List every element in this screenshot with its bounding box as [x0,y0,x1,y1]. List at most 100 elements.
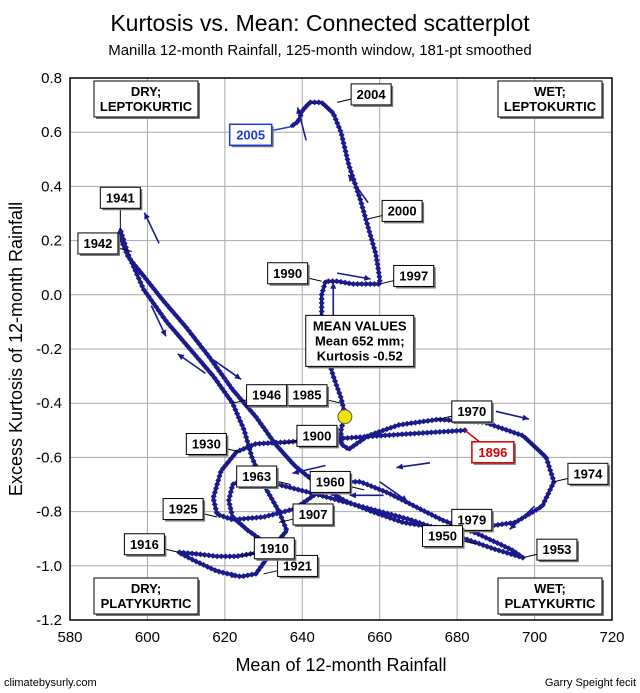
data-point [350,280,357,287]
year-label-box [123,533,165,556]
data-point [345,160,352,167]
year-label: 1941 [99,186,143,211]
year-label-box [292,503,334,526]
quadrant-label-text: WET; [534,84,566,99]
data-point [342,279,349,286]
data-point [433,416,440,423]
year-label-text: 1985 [293,388,322,403]
data-point [222,553,229,560]
year-label-text: 1941 [106,190,135,205]
highlight-year-label-box [471,441,515,464]
year-label-box [246,384,288,407]
year-label-text: 1907 [299,507,328,522]
year-label-box [185,432,227,455]
data-point [333,278,340,285]
year-label: 1979 [451,508,494,533]
year-label: 1960 [309,470,353,495]
data-point [367,507,374,514]
year-label-text: 1974 [573,466,603,481]
data-point [252,413,259,420]
year-label: 1963 [236,465,279,489]
highlight-year-label-text: 1896 [478,445,507,460]
data-point [343,152,350,159]
data-point [299,487,306,494]
data-point [225,497,232,504]
data-point [411,430,418,437]
data-point [201,551,208,558]
data-point [407,520,414,527]
data-point [212,505,219,512]
arrow-head [234,373,242,380]
data-point [382,432,389,439]
data-point [342,148,349,155]
x-tick-label: 680 [445,629,470,646]
mean-values-box-text: Kurtosis -0.52 [317,348,403,363]
data-point [417,506,424,513]
quadrant-label-box [497,80,603,118]
data-point [291,485,298,492]
mean-marker [337,409,353,425]
x-tick-label: 620 [212,629,237,646]
year-label-text: 2004 [357,87,387,102]
data-point [277,439,284,446]
year-label-box [236,465,278,488]
arrow-head [509,522,517,530]
data-point [337,127,344,134]
data-point [250,410,257,417]
quadrant-label-text: LEPTOKURTIC [504,99,597,114]
data-point [403,519,410,526]
chart-subtitle: Manilla 12-month Rainfall, 125-month win… [108,42,532,59]
direction-arrows [143,107,536,578]
data-point [445,428,452,435]
quadrant-label-box [497,577,603,615]
year-label-box [422,525,463,548]
data-point [436,428,443,435]
year-label-box [267,262,309,285]
data-point [428,429,435,436]
year-label-box [350,83,392,106]
highlight-year-label-text: 2005 [236,127,265,142]
data-point [499,521,506,528]
data-point [390,431,397,438]
year-label-box [296,424,338,447]
arrow-head [177,353,185,361]
data-point [311,99,318,106]
x-tick-label: 600 [135,629,160,646]
quadrant-label-text: PLATYKURTIC [505,596,596,611]
quadrant-label-text: DRY; [131,84,161,99]
data-point [408,420,415,427]
year-label-text: 1990 [273,266,302,281]
data-point [404,420,411,427]
data-point [340,140,347,147]
year-labels: 2004 2000 1997 1990 1985 1970 1974 1979 1953 1950… [77,83,610,579]
data-point [117,229,124,236]
year-label-box [162,498,204,521]
x-tick-label: 700 [522,629,547,646]
quadrant-label-box [93,80,199,118]
data-point [303,488,310,495]
quadrant-label: DRY;PLATYKURTIC [93,577,200,616]
year-label-text: 1930 [192,436,221,451]
data-point [252,570,259,577]
data-point [214,553,221,560]
data-point [421,508,428,515]
data-point [189,550,196,557]
year-label: 1916 [123,533,167,557]
data-point [210,497,217,504]
year-label: 1974 [567,462,610,487]
year-label-box [309,470,351,493]
data-point [239,552,246,559]
year-label-box [451,400,493,423]
x-axis-ticks: 580 600 620 640 660 680 700 720 [57,629,624,646]
data-point [358,280,365,287]
year-label: 1953 [536,538,579,563]
data-point [394,431,401,438]
data-point [338,439,344,446]
arrow-head [363,274,371,281]
x-tick-label: 580 [57,629,82,646]
y-tick-label: 0.6 [41,124,62,141]
data-point [197,551,204,558]
data-point [339,402,346,409]
data-point [228,509,235,516]
year-label: 2004 [350,83,394,107]
